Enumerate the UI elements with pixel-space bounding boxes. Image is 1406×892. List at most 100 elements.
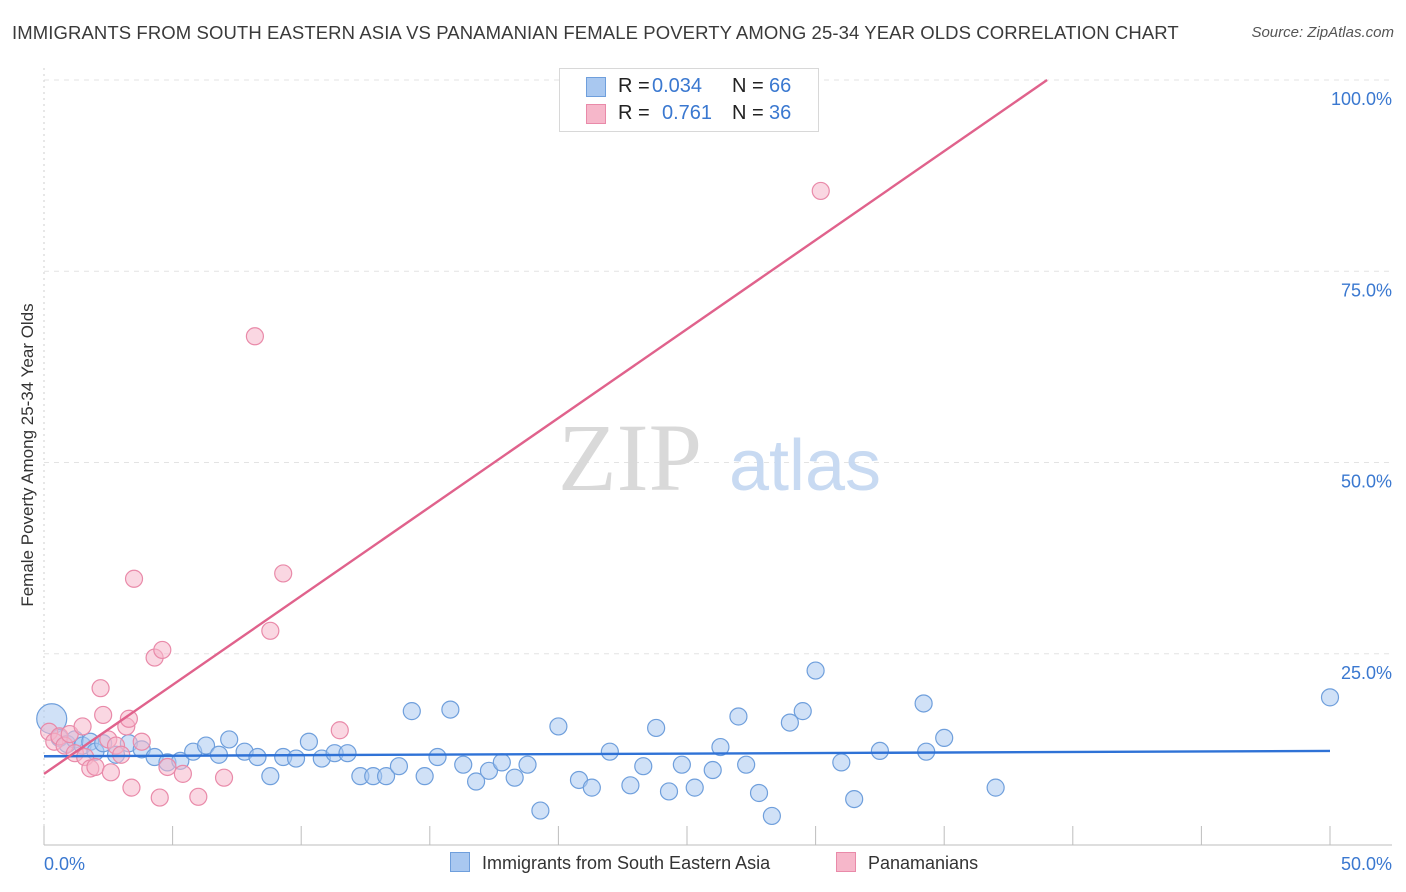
data-point-blue (832, 753, 851, 772)
data-point-pink (330, 721, 349, 740)
bottom-legend-swatch-blue (450, 852, 470, 872)
y-tick-label: 25.0% (1341, 663, 1392, 683)
data-point-blue (685, 778, 704, 797)
legend-n-label: N = (732, 102, 764, 124)
x-tick-label: 50.0% (1341, 854, 1392, 874)
data-point-blue (428, 747, 447, 767)
data-point-pink (245, 327, 265, 346)
data-point-pink (124, 569, 144, 588)
data-point-blue (737, 755, 756, 774)
data-point-blue (1320, 688, 1340, 707)
data-point-pink (189, 787, 208, 806)
data-point-blue (338, 744, 357, 763)
data-point-blue (479, 761, 499, 780)
data-point-blue (659, 782, 679, 801)
axes (43, 68, 1392, 846)
bottom-legend-blue: Immigrants from South Eastern Asia (450, 852, 770, 874)
series-pink-points (40, 181, 830, 807)
data-point-blue (647, 718, 666, 738)
bottom-legend-label-pink: Panamanians (868, 853, 979, 873)
data-point-blue (402, 702, 421, 721)
source-credit: Source: ZipAtlas.com (1251, 24, 1394, 41)
watermark-atlas: atlas (729, 426, 881, 506)
y-tick-label: 100.0% (1331, 89, 1392, 109)
data-point-blue (870, 741, 890, 761)
data-point-blue (492, 753, 511, 772)
legend-n-value: 66 (769, 75, 792, 97)
data-point-pink (91, 679, 110, 698)
data-point-blue (415, 767, 434, 786)
data-point-pink (811, 181, 830, 201)
legend-r-value: 0.761 (662, 102, 713, 124)
data-point-blue (466, 772, 486, 791)
legend-n-value: 36 (769, 102, 792, 124)
data-point-pink (132, 732, 151, 751)
data-point-pink (119, 709, 138, 728)
chart-title: IMMIGRANTS FROM SOUTH EASTERN ASIA VS PA… (12, 22, 1179, 43)
trend-lines (43, 79, 1331, 775)
series-blue-points (36, 661, 1340, 826)
data-point-blue (441, 700, 460, 719)
data-point-blue (749, 783, 769, 803)
data-point-pink (73, 717, 92, 736)
y-tick-label: 50.0% (1341, 472, 1392, 492)
data-point-blue (549, 717, 568, 736)
tick-labels: 25.0% 50.0% 75.0% 100.0% 0.0% 50.0% (44, 89, 1392, 874)
data-point-blue (711, 737, 730, 757)
watermark: ZIP atlas (558, 404, 881, 511)
data-point-blue (621, 776, 640, 795)
data-point-pink (158, 757, 177, 777)
legend-r-label: R = (618, 102, 650, 124)
data-point-blue (806, 661, 825, 680)
legend-n-label: N = (732, 75, 764, 97)
bottom-legend-pink: Panamanians (836, 852, 978, 874)
data-point-blue (376, 767, 396, 786)
data-point-blue (286, 749, 306, 768)
data-point-pink (101, 763, 120, 782)
data-point-pink (173, 764, 192, 783)
legend-r-label: R = (618, 75, 650, 97)
data-point-blue (248, 747, 267, 767)
data-point-blue (505, 768, 524, 787)
data-point-pink (261, 621, 280, 640)
data-point-blue (986, 778, 1005, 797)
data-point-blue (220, 730, 239, 749)
data-point-blue (299, 732, 319, 751)
data-point-blue (914, 694, 933, 713)
legend-swatch-pink (586, 104, 606, 124)
gridlines (44, 79, 1392, 655)
data-point-blue (762, 806, 781, 826)
data-point-blue (729, 707, 748, 726)
trend-line-blue (43, 749, 1331, 758)
data-point-blue (793, 702, 812, 721)
data-point-blue (600, 742, 619, 761)
data-point-blue (780, 713, 799, 732)
watermark-zip: ZIP (558, 404, 702, 511)
data-point-blue (634, 757, 653, 776)
data-point-pink (274, 564, 293, 583)
y-tick-label: 75.0% (1341, 280, 1392, 300)
x-tick-label: 0.0% (44, 854, 85, 874)
legend-r-value: 0.034 (652, 75, 703, 97)
trend-line-pink (43, 79, 1048, 775)
data-point-blue (845, 789, 864, 809)
bottom-legend-label-blue: Immigrants from South Eastern Asia (482, 853, 771, 873)
data-point-blue (703, 760, 722, 780)
data-point-pink (94, 705, 113, 725)
data-point-blue (531, 801, 550, 820)
stats-legend: R = 0.034 N = 66 R = 0.761 N = 36 (559, 68, 819, 132)
data-point-blue (389, 757, 409, 776)
data-point-pink (153, 640, 172, 660)
legend-swatch-blue (586, 77, 606, 97)
data-point-blue (196, 736, 216, 755)
data-point-blue (935, 728, 954, 748)
data-point-pink (86, 757, 105, 777)
data-point-blue (454, 755, 473, 774)
data-point-blue (518, 755, 537, 774)
data-point-blue (672, 755, 691, 774)
data-point-blue (582, 778, 601, 797)
data-point-pink (150, 788, 169, 807)
data-point-pink (214, 768, 234, 787)
data-point-blue (261, 767, 280, 786)
